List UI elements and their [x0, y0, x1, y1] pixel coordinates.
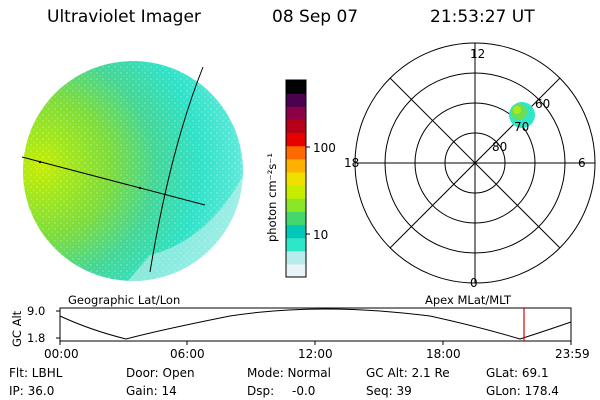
dsp-label: Dsp:: [247, 384, 275, 398]
earth-image: [21, 61, 243, 281]
colorbar-cell: [286, 185, 306, 199]
colorbar-tick-100: 100: [313, 141, 336, 155]
colorbar-cell: [286, 211, 306, 226]
gain-status: Gain: 14: [126, 384, 177, 398]
mode-status: Mode: Normal: [247, 366, 331, 380]
gc-alt-axis-label: GC Alt: [10, 310, 24, 347]
aurora-blob: [509, 102, 535, 128]
seq-status: Seq: 39: [366, 384, 412, 398]
gc-alt-status: GC Alt: 2.1 Re: [366, 366, 450, 380]
colorbar-cell: [286, 80, 306, 94]
longitude-line: [149, 66, 204, 273]
time-tick-1800: 18:00: [426, 347, 461, 361]
time-tick-0600: 06:00: [170, 347, 205, 361]
gc-alt-tick-high: 9.0: [27, 304, 46, 318]
altitude-curve: [59, 308, 572, 340]
orbit-panel: [56, 307, 572, 345]
glat-status: GLat: 69.1: [486, 366, 549, 380]
glon-status: GLon: 178.4: [486, 384, 559, 398]
lat-label-80: 80: [492, 140, 508, 154]
lat-label-70: 70: [514, 120, 530, 134]
colorbar: [285, 79, 310, 278]
colorbar-cell: [286, 224, 306, 239]
colorbar-cell: [286, 250, 306, 265]
time-tick-2359: 23:59: [555, 347, 590, 361]
colorbar-cell: [286, 171, 306, 186]
mlt-label-12: 12: [470, 47, 486, 61]
observation-time: 21:53:27 UT: [430, 7, 535, 27]
mlt-label-6: 6: [578, 156, 586, 170]
mlt-label-18: 18: [344, 156, 360, 170]
latitude-line: [21, 156, 206, 206]
dsp-value: -0.0: [292, 384, 316, 398]
instrument-title: Ultraviolet Imager: [47, 7, 201, 27]
apex-title: Apex MLat/MLT: [425, 293, 512, 307]
colorbar-tick-10: 10: [313, 228, 329, 242]
filter-status: Flt: LBHL: [9, 366, 63, 380]
colorbar-cell: [286, 158, 306, 173]
mlt-label-0: 0: [470, 276, 478, 290]
colorbar-cell: [286, 237, 306, 252]
colorbar-cell: [286, 132, 306, 147]
lat-label-60: 60: [535, 97, 551, 111]
observation-date: 08 Sep 07: [272, 7, 359, 27]
colorbar-cell: [286, 119, 306, 134]
door-status: Door: Open: [126, 366, 195, 380]
ip-status: IP: 36.0: [9, 384, 55, 398]
gc-alt-tick-low: 1.8: [27, 331, 46, 345]
colorbar-cell: [286, 93, 306, 107]
colorbar-cell: [286, 263, 306, 278]
time-tick-1200: 12:00: [298, 347, 333, 361]
geographic-title: Geographic Lat/Lon: [68, 293, 181, 307]
colorbar-cell: [286, 106, 306, 120]
colorbar-cell: [286, 145, 306, 160]
time-tick-0000: 00:00: [44, 347, 79, 361]
colorbar-unit-label: photon cm⁻²s⁻¹: [265, 153, 279, 242]
colorbar-cell: [286, 198, 306, 212]
polar-plot: [354, 42, 596, 284]
